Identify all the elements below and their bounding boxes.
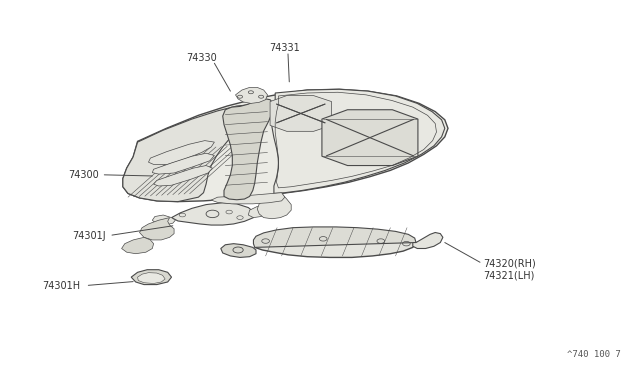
Polygon shape <box>248 206 266 218</box>
Polygon shape <box>257 193 291 219</box>
Text: 74301H: 74301H <box>42 282 80 291</box>
Polygon shape <box>255 232 416 257</box>
Polygon shape <box>123 89 448 202</box>
Text: 74301J: 74301J <box>72 231 106 241</box>
Polygon shape <box>322 110 418 166</box>
Polygon shape <box>122 237 154 254</box>
Polygon shape <box>123 105 248 202</box>
Polygon shape <box>172 203 255 225</box>
Polygon shape <box>271 89 445 193</box>
Text: 74331: 74331 <box>269 44 300 53</box>
Text: 74330: 74330 <box>186 53 217 62</box>
Polygon shape <box>413 232 443 248</box>
Text: ^740 100 7: ^740 100 7 <box>567 350 621 359</box>
Polygon shape <box>211 193 285 204</box>
Polygon shape <box>270 96 332 131</box>
Polygon shape <box>131 270 172 285</box>
Polygon shape <box>154 166 212 186</box>
Polygon shape <box>152 153 214 174</box>
Polygon shape <box>138 273 165 283</box>
Polygon shape <box>253 227 416 247</box>
Polygon shape <box>236 87 268 103</box>
Polygon shape <box>223 99 274 200</box>
Polygon shape <box>140 218 174 240</box>
Polygon shape <box>148 141 214 164</box>
Polygon shape <box>152 215 175 225</box>
Text: 74320(RH)
74321(LH): 74320(RH) 74321(LH) <box>483 259 536 280</box>
Text: 74300: 74300 <box>68 170 99 180</box>
Polygon shape <box>221 244 256 257</box>
